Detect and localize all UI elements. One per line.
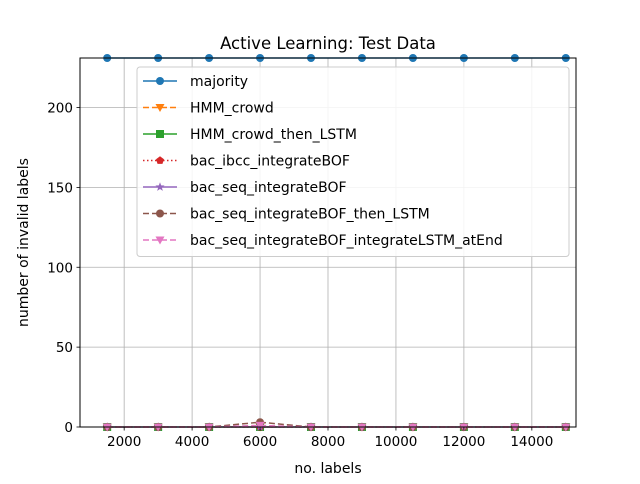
legend-item: bac_ibcc_integrateBOF [143,154,350,170]
legend-label: bac_seq_integrateBOF_then_LSTM [190,207,430,223]
data-point [255,421,265,430]
legend-marker [156,77,164,85]
y-tick-label: 150 [47,180,73,196]
x-tick-label: 2000 [107,434,141,450]
y-tick-label: 0 [64,420,73,436]
legend-marker [156,209,164,218]
legend-label: majority [190,74,248,90]
y-axis-label: number of invalid labels [16,158,32,327]
legend-marker [155,104,165,112]
legend-item: bac_seq_integrateBOF_integrateLSTM_atEnd [143,233,503,249]
y-tick-label: 100 [47,260,73,276]
legend-item: bac_seq_integrateBOF_then_LSTM [143,207,430,223]
chart-title: Active Learning: Test Data [220,34,436,53]
legend-item: HMM_crowd [143,101,274,117]
legend-marker [156,130,164,138]
legend-marker [155,182,165,191]
x-tick-label: 6000 [243,434,277,450]
x-tick-label: 10000 [374,434,417,450]
legend-label: bac_ibcc_integrateBOF [190,154,350,170]
legend-item: bac_seq_integrateBOF [143,180,347,196]
legend-marker [155,236,165,245]
legend-marker [156,156,164,164]
legend-item: HMM_crowd_then_LSTM [143,127,357,143]
x-tick-label: 8000 [311,434,345,450]
legend-label: bac_seq_integrateBOF_integrateLSTM_atEnd [190,233,503,249]
legend-label: HMM_crowd [190,101,274,117]
legend-box [136,66,570,257]
x-tick-label: 14000 [510,434,553,450]
legend-label: bac_seq_integrateBOF [190,180,347,196]
y-tick-label: 200 [47,101,73,117]
x-tick-label: 12000 [442,434,485,450]
y-tick-label: 50 [56,340,73,356]
legend-label: HMM_crowd_then_LSTM [190,127,357,143]
x-axis-label: no. labels [294,461,361,477]
legend-item: majority [143,74,248,90]
legend: majority HMM_crowd HMM_crowd_then_LSTM bac_… [136,66,570,257]
x-tick-label: 4000 [175,434,209,450]
